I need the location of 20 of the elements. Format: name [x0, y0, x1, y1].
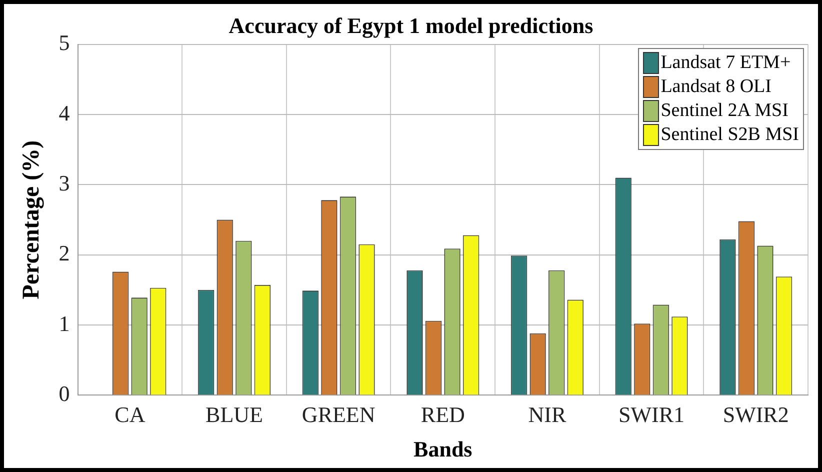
y-tick-label: 3 [58, 170, 70, 196]
legend-label: Sentinel 2A MSI [660, 99, 788, 124]
x-tick-label: CA [114, 402, 146, 428]
y-tick-label: 1 [58, 310, 70, 336]
x-tick-label: NIR [528, 402, 566, 428]
y-tick-label: 5 [58, 30, 70, 56]
x-tick-label: SWIR2 [722, 402, 789, 428]
x-tick-label: SWIR1 [618, 402, 685, 428]
y-tick-label: 2 [58, 240, 70, 266]
legend-label: Landsat 8 OLI [660, 75, 772, 100]
x-tick-label: RED [420, 402, 465, 428]
x-tick-label: BLUE [206, 402, 263, 428]
x-axis-title: Bands [414, 436, 473, 462]
y-axis-title: Percentage (%) [18, 140, 45, 300]
y-tick-label: 4 [58, 100, 70, 126]
legend-label: Landsat 7 ETM+ [660, 51, 791, 76]
chart-title: Accuracy of Egypt 1 model predictions [228, 12, 594, 38]
x-tick-label: GREEN [302, 402, 376, 428]
y-tick-label: 0 [58, 380, 70, 406]
legend-label: Sentinel S2B MSI [660, 123, 799, 148]
